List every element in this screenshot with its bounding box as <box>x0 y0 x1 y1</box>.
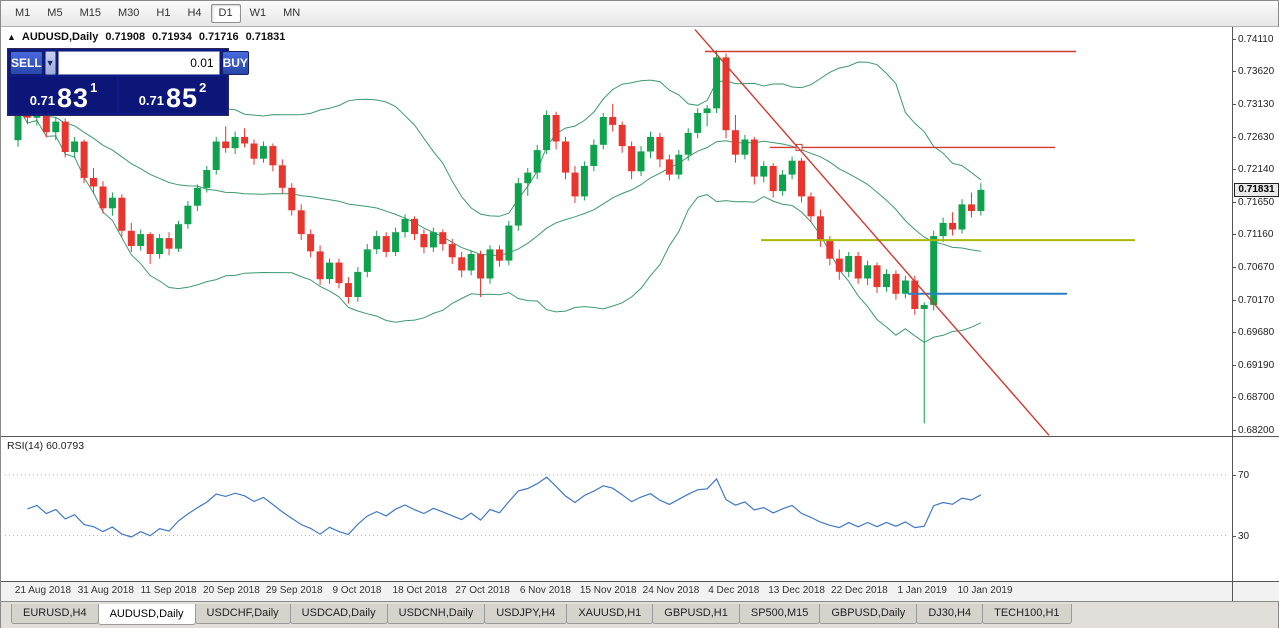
chart-symbol-label: AUDUSD,Daily <box>21 31 99 43</box>
timeframe-button-m5[interactable]: M5 <box>39 4 70 23</box>
chart-tab-usdjpy-h4[interactable]: USDJPY,H4 <box>484 604 568 624</box>
price-axis-label: 0.71650 <box>1232 196 1275 208</box>
price-axis-label: 0.72630 <box>1232 131 1275 143</box>
volume-dropdown-button[interactable]: ▼ <box>44 51 56 75</box>
buy-price-prefix: 0.71 <box>138 93 165 108</box>
current-price-tag: 0.71831 <box>1234 182 1279 197</box>
sell-button[interactable]: SELL <box>10 51 43 75</box>
time-axis-label: 21 Aug 2018 <box>14 585 72 596</box>
timeframe-button-w1[interactable]: W1 <box>242 4 275 23</box>
chart-tab-usdcad-daily[interactable]: USDCAD,Daily <box>289 604 388 624</box>
rsi-indicator-label: RSI(14) 60.0793 <box>7 440 85 452</box>
time-axis-label: 10 Jan 2019 <box>957 585 1013 596</box>
chart-workspace: ▲ AUDUSD,Daily 0.71908 0.71934 0.71716 0… <box>1 27 1279 601</box>
ohlc-close: 0.71831 <box>245 31 286 43</box>
chart-tabbar: EURUSD,H4 AUDUSD,Daily USDCHF,Daily USDCAD,… <box>1 601 1278 628</box>
time-axis-label: 18 Oct 2018 <box>392 585 448 596</box>
buy-price-sup: 2 <box>199 80 207 95</box>
price-axis-label: 0.69680 <box>1232 327 1275 339</box>
plot-column: ▲ AUDUSD,Daily 0.71908 0.71934 0.71716 0… <box>1 27 1232 601</box>
price-axis-label: 0.70170 <box>1232 294 1275 306</box>
chart-tab-xauusd-h1[interactable]: XAUUSD,H1 <box>566 604 654 624</box>
time-axis-label: 13 Dec 2018 <box>768 585 825 596</box>
time-axis-label: 9 Oct 2018 <box>332 585 382 596</box>
chart-tab-usdcnh-daily[interactable]: USDCNH,Daily <box>386 604 486 624</box>
rsi-axis-label: 30 <box>1232 530 1250 542</box>
sell-price-prefix: 0.71 <box>29 93 56 108</box>
volume-input[interactable] <box>57 51 220 75</box>
price-axis-label: 0.73130 <box>1232 98 1275 110</box>
price-axis-label: 0.71160 <box>1232 229 1274 241</box>
candlestick-series <box>14 50 985 424</box>
timeframe-button-m30[interactable]: M30 <box>110 4 147 23</box>
sell-price-big: 83 <box>57 83 90 114</box>
price-axis-rsi[interactable]: 70 30 <box>1232 437 1279 582</box>
price-axis-label: 0.68700 <box>1232 391 1275 403</box>
chart-tab-gbpusd-h1[interactable]: GBPUSD,H1 <box>652 604 740 624</box>
rsi-axis-label: 70 <box>1232 469 1250 481</box>
timeframe-toolbar: M1 M5 M15 M30 H1 H4 D1 W1 MN <box>1 1 1278 27</box>
drawing-objects[interactable] <box>694 29 1135 436</box>
chart-header: ▲ AUDUSD,Daily 0.71908 0.71934 0.71716 0… <box>7 31 285 43</box>
price-axis-label: 0.73620 <box>1232 66 1275 78</box>
chart-tab-usdchf-daily[interactable]: USDCHF,Daily <box>194 604 291 624</box>
time-axis[interactable]: 21 Aug 2018 31 Aug 2018 11 Sep 2018 20 Sep … <box>1 582 1232 601</box>
price-axis-label: 0.74110 <box>1232 33 1274 45</box>
rsi-line <box>27 476 982 538</box>
main-chart-pane[interactable]: ▲ AUDUSD,Daily 0.71908 0.71934 0.71716 0… <box>1 27 1232 437</box>
ohlc-high: 0.71934 <box>152 31 192 43</box>
price-axis-label: 0.69190 <box>1232 359 1275 371</box>
timeframe-button-h4[interactable]: H4 <box>179 4 209 23</box>
buy-price-big: 85 <box>166 83 199 114</box>
timeframe-button-d1[interactable]: D1 <box>210 4 241 23</box>
time-axis-label: 29 Sep 2018 <box>265 585 323 596</box>
time-axis-label: 4 Dec 2018 <box>708 585 760 596</box>
timeframe-button-m15[interactable]: M15 <box>72 4 109 23</box>
time-axis-label: 22 Dec 2018 <box>831 585 888 596</box>
axis-corner <box>1233 582 1279 601</box>
timeframe-button-m1[interactable]: M1 <box>7 4 38 23</box>
chart-tab-gbpusd-daily[interactable]: GBPUSD,Daily <box>819 604 918 624</box>
time-axis-label: 31 Aug 2018 <box>77 585 134 596</box>
time-axis-label: 6 Nov 2018 <box>519 585 571 596</box>
time-axis-label: 24 Nov 2018 <box>642 585 700 596</box>
chart-tab-eurusd-h4[interactable]: EURUSD,H4 <box>11 604 99 624</box>
chart-tab-tech100-h1[interactable]: TECH100,H1 <box>982 604 1072 624</box>
ohlc-low: 0.71716 <box>198 31 239 43</box>
price-axis-main[interactable]: 0.74110 0.73620 0.73130 0.72630 0.72140 0.716… <box>1232 27 1279 437</box>
main-chart-plot[interactable] <box>1 27 1232 436</box>
chart-tab-audusd-daily[interactable]: AUDUSD,Daily <box>97 604 196 625</box>
timeframe-button-h1[interactable]: H1 <box>148 4 178 23</box>
price-axis-label: 0.70670 <box>1232 261 1275 273</box>
rsi-pane[interactable]: RSI(14) 60.0793 <box>1 437 1232 582</box>
buy-button[interactable]: BUY <box>221 51 249 75</box>
time-axis-label: 11 Sep 2018 <box>140 585 197 596</box>
sell-price-sup: 1 <box>90 80 98 95</box>
chart-tab-dj30-h4[interactable]: DJ30,H4 <box>916 604 984 624</box>
chart-tab-sp500-m15[interactable]: SP500,M15 <box>738 604 821 624</box>
caret-down-icon: ▼ <box>45 58 55 68</box>
price-axis-label: 0.68200 <box>1232 425 1275 437</box>
descending-trendline <box>694 29 1050 436</box>
price-axis[interactable]: 0.74110 0.73620 0.73130 0.72630 0.72140 0.716… <box>1232 27 1279 601</box>
time-axis-label: 27 Oct 2018 <box>455 585 510 596</box>
timeframe-button-mn[interactable]: MN <box>275 4 308 23</box>
buy-price-display[interactable]: 0.71 85 2 <box>119 77 226 113</box>
one-click-toggle-icon[interactable]: ▲ <box>7 32 16 42</box>
sell-price-display[interactable]: 0.71 83 1 <box>10 77 117 113</box>
time-axis-label: 20 Sep 2018 <box>203 585 260 596</box>
price-axis-label: 0.72140 <box>1232 164 1275 176</box>
ohlc-open: 0.71908 <box>105 31 146 43</box>
rsi-plot[interactable] <box>1 437 1232 581</box>
time-axis-label: 15 Nov 2018 <box>579 585 637 596</box>
time-axis-label: 1 Jan 2019 <box>897 585 947 596</box>
